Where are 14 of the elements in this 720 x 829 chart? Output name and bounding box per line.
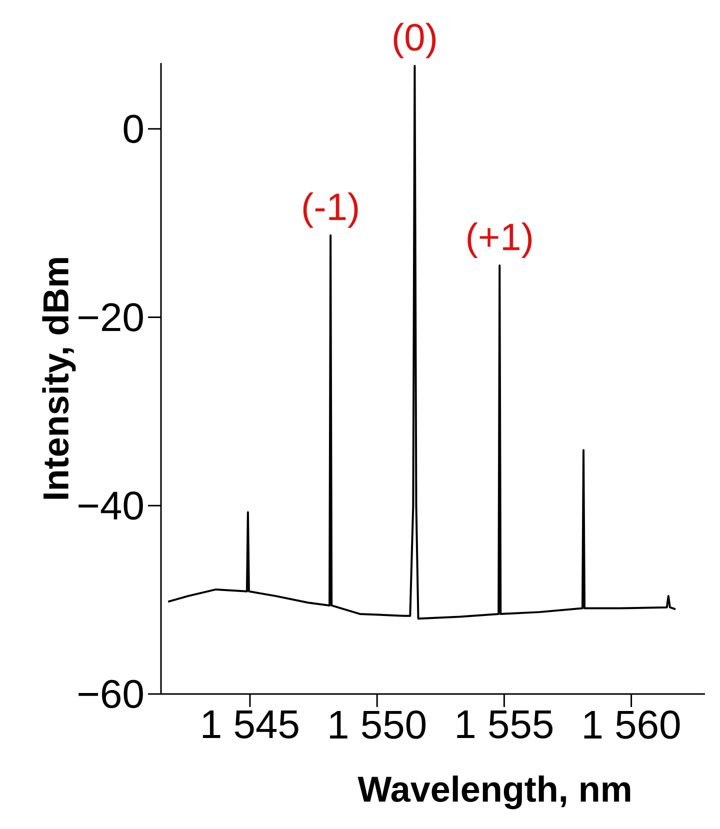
x-tick-label: 1 560 xyxy=(584,710,680,739)
y-tick-label: −40 xyxy=(78,491,143,520)
x-tick-label: 1 555 xyxy=(457,710,552,738)
y-axis-title: Intensity, dBm xyxy=(42,258,76,499)
annotation: (0) xyxy=(394,22,436,58)
x-tick-label: 1 545 xyxy=(202,710,298,738)
x-axis-title: Wavelength, nm xyxy=(358,776,630,810)
x-tick-label: 1 550 xyxy=(330,710,426,739)
y-tick-label: −60 xyxy=(78,680,143,708)
y-tick-label: −20 xyxy=(78,303,143,332)
line-series xyxy=(167,64,677,620)
annotation: (+1) xyxy=(468,222,532,258)
annotation: (-1) xyxy=(303,192,358,228)
y-tick-label: 0 xyxy=(124,114,143,144)
